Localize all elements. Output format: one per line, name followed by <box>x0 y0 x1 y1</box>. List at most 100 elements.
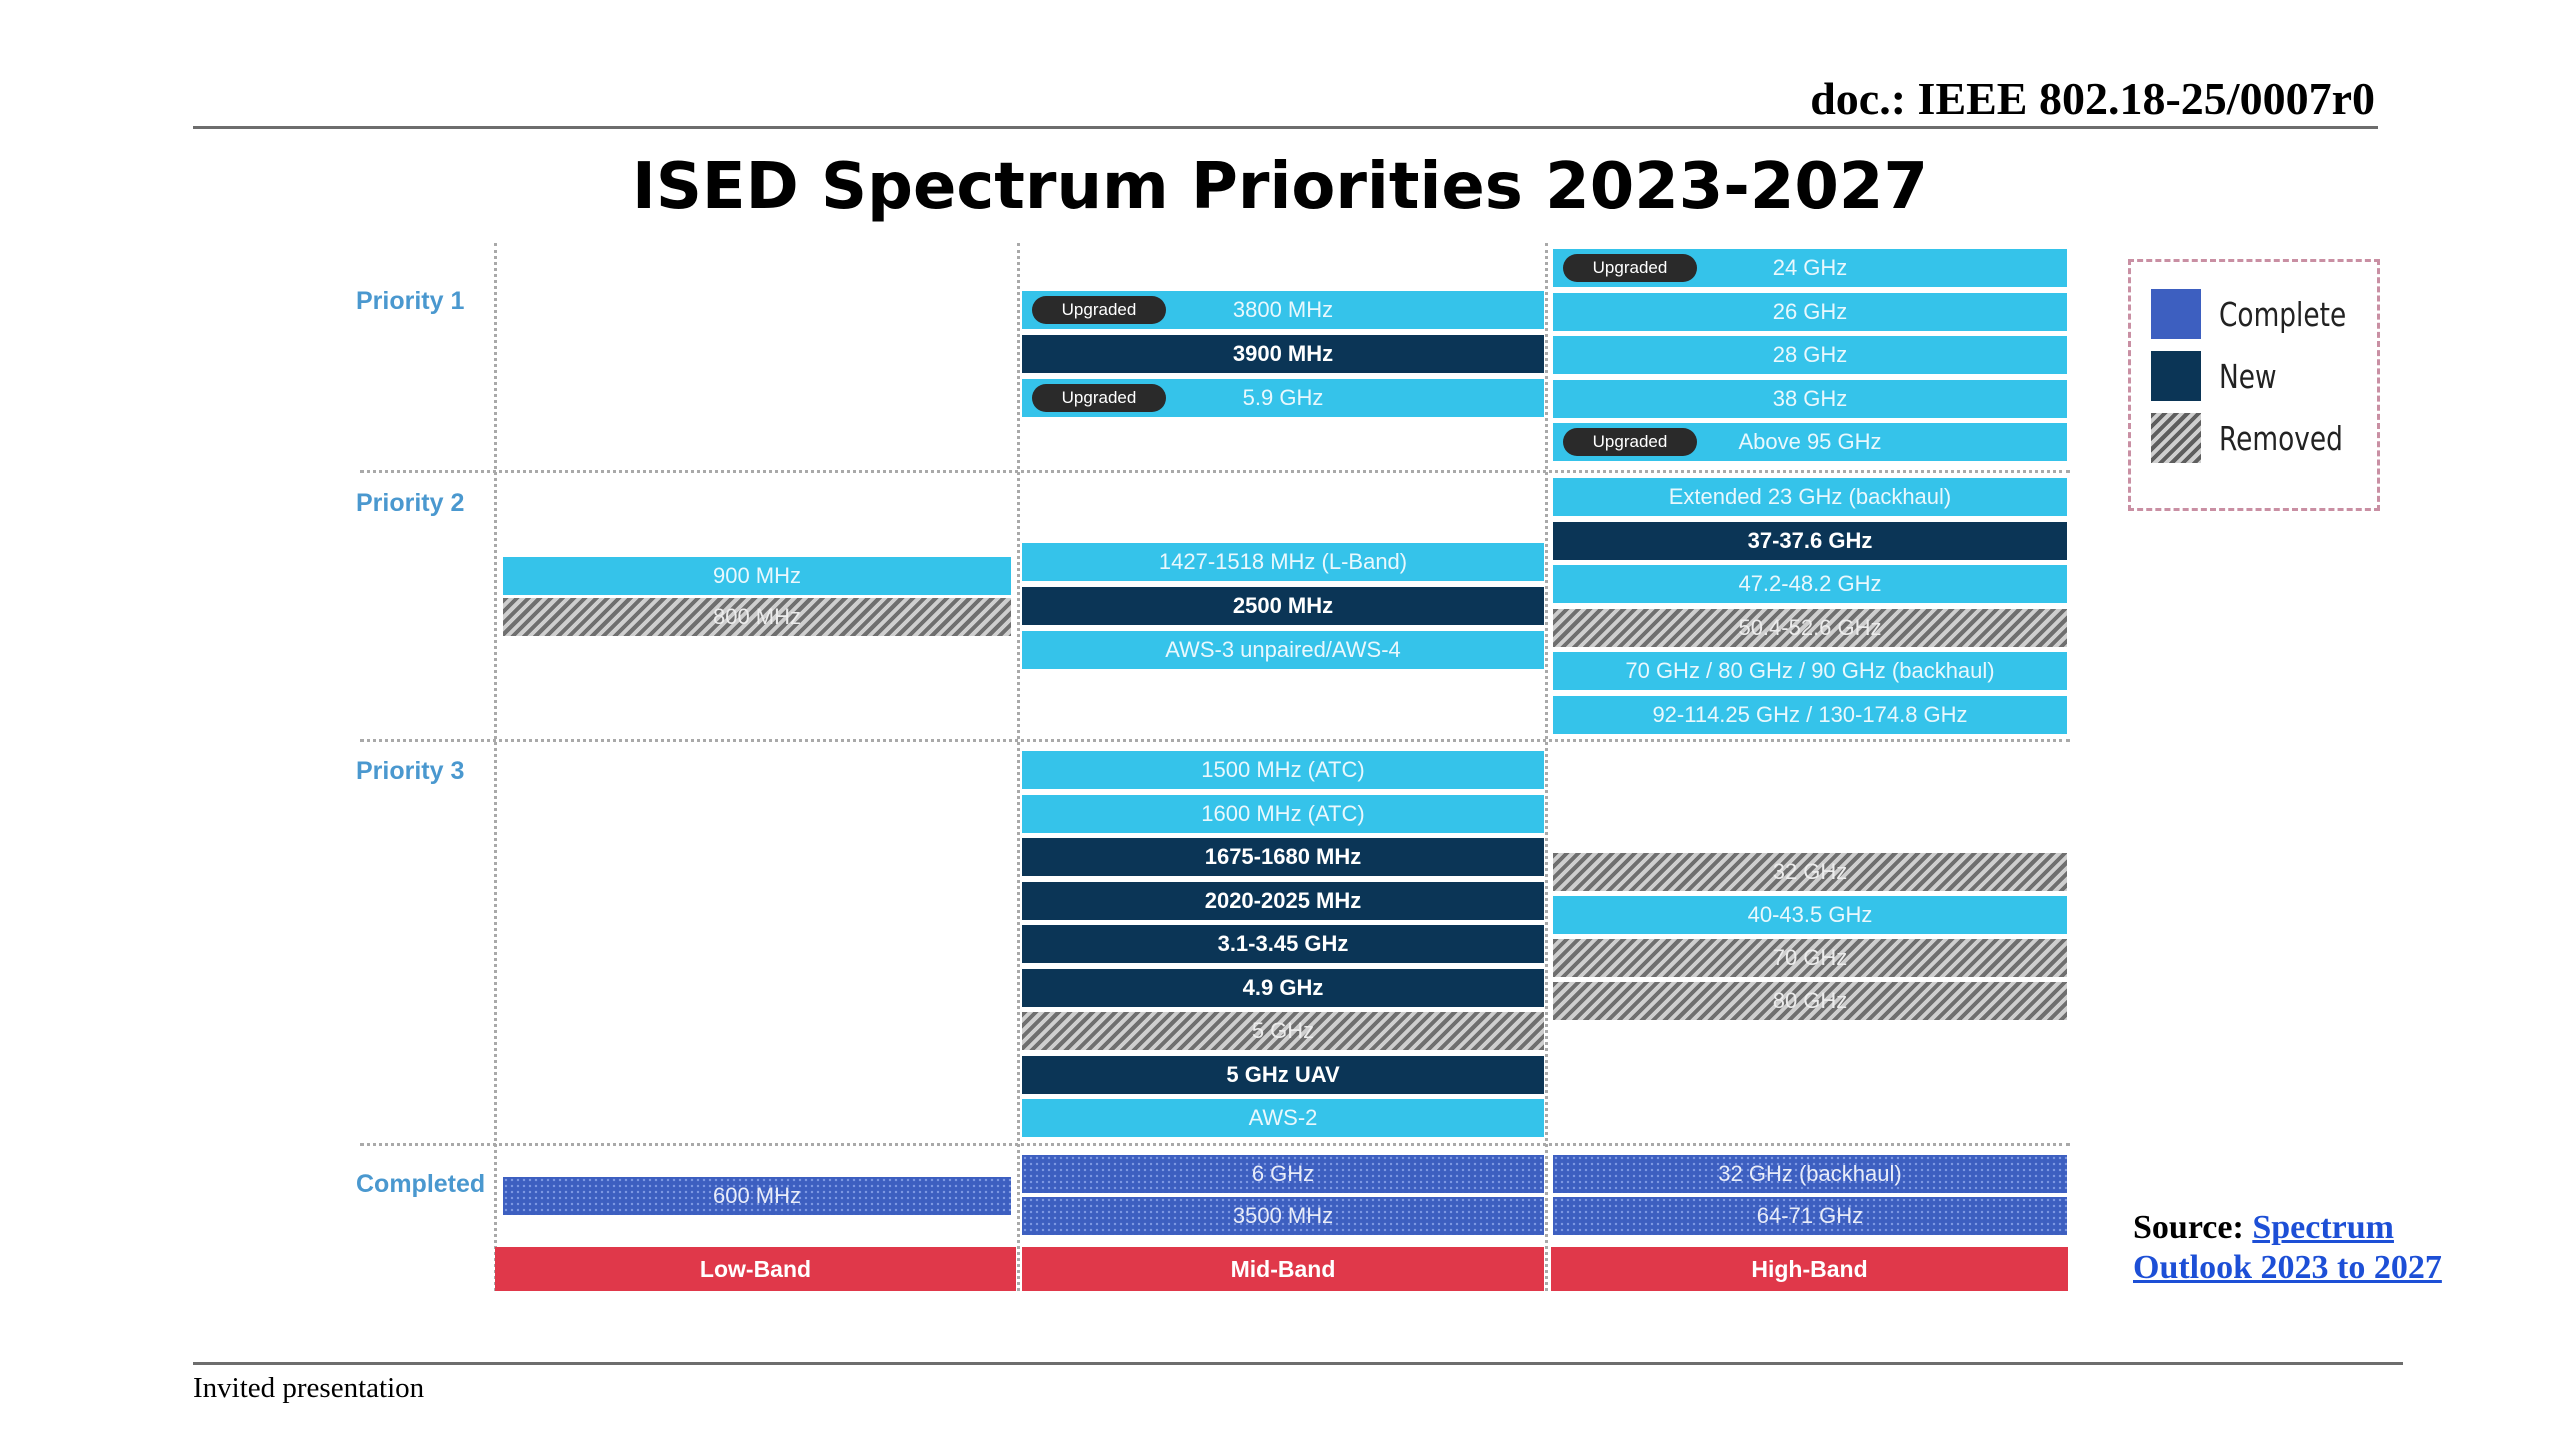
spectrum-block-label: 28 GHz <box>1772 342 1848 367</box>
spectrum-block-label: AWS-3 unpaired/AWS-4 <box>1165 637 1401 662</box>
spectrum-block-label: 1500 MHz (ATC) <box>1201 757 1365 782</box>
grid-hline-completed <box>360 1143 2070 1146</box>
spectrum-block-removed: 70 GHz <box>1553 939 2067 977</box>
spectrum-block-label: 32 GHz <box>1772 859 1848 884</box>
spectrum-block-label: 37-37.6 GHz <box>1747 527 1873 553</box>
header-rule <box>193 126 2378 129</box>
footer-text: Invited presentation <box>193 1372 425 1404</box>
spectrum-block-label: 1675-1680 MHz <box>1204 844 1362 869</box>
spectrum-block-light: AWS-2 <box>1022 1099 1544 1137</box>
spectrum-block-light: 1600 MHz (ATC) <box>1022 794 1544 833</box>
spectrum-block-label: 3800 MHz <box>1232 297 1334 322</box>
spectrum-block-label: 5.9 GHz <box>1242 385 1324 410</box>
spectrum-block-removed: 5 GHz <box>1022 1012 1544 1050</box>
spectrum-block-label: 50.4-52.6 GHz <box>1738 614 1882 640</box>
source-label: Source: <box>2133 1209 2244 1246</box>
spectrum-block-new: 3.1-3.45 GHz <box>1022 925 1544 963</box>
spectrum-block-new: 37-37.6 GHz <box>1553 521 2067 560</box>
spectrum-block-label: 26 GHz <box>1772 298 1848 324</box>
spectrum-block-label: 800 MHz <box>712 604 802 629</box>
legend: Complete New Removed <box>2128 259 2380 511</box>
legend-item-new: New <box>2151 350 2291 402</box>
spectrum-block-label: 32 GHz (backhaul) <box>1718 1161 1902 1186</box>
spectrum-block-label: Above 95 GHz <box>1738 429 1882 454</box>
source-link-line-1[interactable]: Spectrum <box>2252 1209 2394 1246</box>
spectrum-block-label: 900 MHz <box>712 563 802 588</box>
row-label-priority-1: Priority 1 <box>356 287 465 315</box>
upgraded-badge: Upgraded <box>1032 296 1166 324</box>
spectrum-block-new: 5 GHz UAV <box>1022 1055 1544 1094</box>
legend-label-complete: Complete <box>2219 294 2347 334</box>
spectrum-block-label: 47.2-48.2 GHz <box>1738 571 1882 596</box>
spectrum-block-light: 47.2-48.2 GHz <box>1553 565 2067 603</box>
spectrum-block-complete: 3500 MHz <box>1022 1197 1544 1235</box>
spectrum-block-label: 70 GHz <box>1772 945 1848 970</box>
upgraded-badge: Upgraded <box>1563 428 1697 456</box>
grid-vline-mid-left <box>1017 243 1020 1291</box>
legend-label-new: New <box>2219 356 2277 396</box>
spectrum-block-label: 2500 MHz <box>1232 593 1334 618</box>
spectrum-block-label: 5 GHz <box>1251 1018 1315 1043</box>
spectrum-block-light: Upgraded Above 95 GHz <box>1553 423 2067 461</box>
spectrum-block-removed: 800 MHz <box>503 598 1011 636</box>
upgraded-badge: Upgraded <box>1563 254 1697 282</box>
band-bar-mid: Mid-Band <box>1022 1247 1544 1291</box>
spectrum-block-new: 2500 MHz <box>1022 587 1544 625</box>
spectrum-block-label: 3.1-3.45 GHz <box>1217 931 1349 956</box>
spectrum-block-label: 70 GHz / 80 GHz / 90 GHz (backhaul) <box>1625 658 1995 683</box>
spectrum-block-label: 40-43.5 GHz <box>1747 902 1873 927</box>
spectrum-block-removed: 50.4-52.6 GHz <box>1553 608 2067 647</box>
spectrum-block-label: Extended 23 GHz (backhaul) <box>1668 484 1952 509</box>
grid-hline-p3 <box>360 739 2070 742</box>
spectrum-block-label: 1427-1518 MHz (L-Band) <box>1158 549 1408 574</box>
spectrum-block-label: 4.9 GHz <box>1242 974 1324 1000</box>
slide-title: ISED Spectrum Priorities 2023-2027 <box>632 150 1928 224</box>
legend-item-removed: Removed <box>2151 412 2374 464</box>
row-label-priority-2: Priority 2 <box>356 489 465 517</box>
upgraded-badge: Upgraded <box>1032 384 1166 412</box>
spectrum-block-label: 1600 MHz (ATC) <box>1201 800 1365 826</box>
spectrum-block-complete: 32 GHz (backhaul) <box>1553 1155 2067 1193</box>
spectrum-block-light: 38 GHz <box>1553 379 2067 418</box>
spectrum-block-light: 1427-1518 MHz (L-Band) <box>1022 543 1544 581</box>
legend-swatch-complete <box>2151 289 2201 339</box>
spectrum-block-label: 80 GHz <box>1772 988 1848 1013</box>
spectrum-block-light: 900 MHz <box>503 557 1011 595</box>
spectrum-block-light: 92-114.25 GHz / 130-174.8 GHz <box>1553 695 2067 734</box>
source-link-line-2[interactable]: Outlook 2023 to 2027 <box>2133 1249 2442 1286</box>
spectrum-block-light: Upgraded 5.9 GHz <box>1022 379 1544 417</box>
footer-rule <box>193 1362 2403 1365</box>
spectrum-block-label: 92-114.25 GHz / 130-174.8 GHz <box>1652 701 1968 727</box>
spectrum-block-label: 38 GHz <box>1772 385 1848 411</box>
grid-hline-p2 <box>360 470 2070 473</box>
row-label-completed: Completed <box>356 1170 486 1198</box>
spectrum-block-light: 1500 MHz (ATC) <box>1022 751 1544 789</box>
band-bar-high: High-Band <box>1551 1247 2068 1291</box>
spectrum-block-removed: 80 GHz <box>1553 982 2067 1020</box>
row-label-priority-3: Priority 3 <box>356 757 465 785</box>
legend-item-complete: Complete <box>2151 288 2378 340</box>
spectrum-block-light: 70 GHz / 80 GHz / 90 GHz (backhaul) <box>1553 652 2067 690</box>
spectrum-block-label: 600 MHz <box>712 1183 802 1208</box>
spectrum-block-label: 3900 MHz <box>1232 341 1334 366</box>
document-id: doc.: IEEE 802.18-25/0007r0 <box>1810 73 2375 124</box>
band-bar-low: Low-Band <box>495 1247 1016 1291</box>
grid-vline-left <box>494 243 497 1291</box>
spectrum-block-label: AWS-2 <box>1248 1105 1318 1130</box>
spectrum-block-light: AWS-3 unpaired/AWS-4 <box>1022 631 1544 669</box>
spectrum-block-light: 26 GHz <box>1553 292 2067 331</box>
spectrum-block-label: 3500 MHz <box>1232 1203 1334 1228</box>
spectrum-block-label: 6 GHz <box>1251 1161 1315 1186</box>
spectrum-block-complete: 6 GHz <box>1022 1155 1544 1193</box>
spectrum-block-new: 2020-2025 MHz <box>1022 881 1544 920</box>
spectrum-block-label: 2020-2025 MHz <box>1204 887 1362 913</box>
spectrum-block-light: 28 GHz <box>1553 336 2067 374</box>
spectrum-block-removed: 32 GHz <box>1553 853 2067 891</box>
spectrum-block-light: Upgraded 3800 MHz <box>1022 291 1544 329</box>
spectrum-block-light: Extended 23 GHz (backhaul) <box>1553 478 2067 516</box>
grid-vline-mid-right <box>1545 243 1548 1291</box>
legend-swatch-new <box>2151 351 2201 401</box>
legend-swatch-removed <box>2151 413 2201 463</box>
legend-label-removed: Removed <box>2219 418 2343 458</box>
spectrum-block-new: 1675-1680 MHz <box>1022 838 1544 876</box>
